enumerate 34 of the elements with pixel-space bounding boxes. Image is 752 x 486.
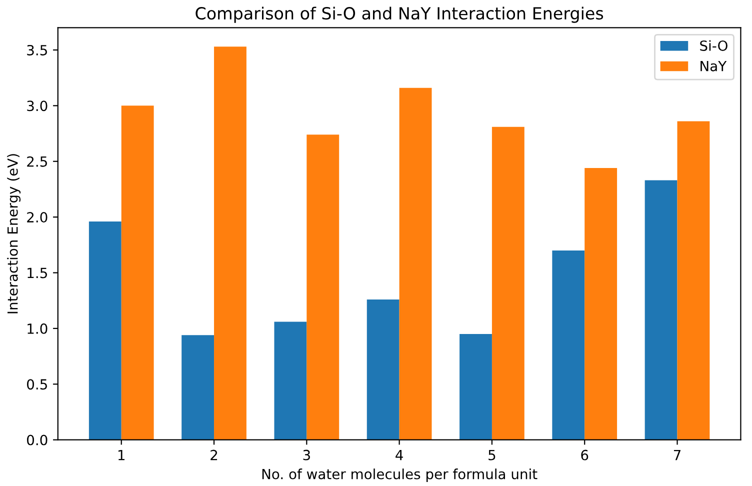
y-tick-label: 1.0	[28, 323, 48, 334]
bar	[644, 180, 678, 440]
y-tick-label: 2.0	[27, 212, 48, 223]
bar	[121, 106, 154, 440]
x-tick-label: 4	[396, 450, 403, 460]
bar	[306, 134, 340, 440]
legend-label: NaY	[700, 61, 727, 72]
y-tick-label: 0.5	[27, 379, 47, 390]
bar	[552, 250, 585, 440]
x-tick-label: 6	[581, 450, 588, 460]
y-tick-label: 1.5	[28, 268, 47, 278]
bar	[399, 88, 432, 440]
bar	[584, 168, 618, 440]
y-tick-label: 2.5	[27, 156, 47, 167]
y-axis-title: Interaction Energy (eV)	[7, 154, 21, 314]
x-tick-label: 2	[210, 450, 218, 460]
bar	[274, 322, 307, 440]
bar	[366, 299, 400, 440]
bar	[460, 334, 492, 440]
bar	[677, 121, 710, 440]
bar	[182, 335, 214, 440]
y-tick-label: 3.5	[27, 44, 47, 56]
x-tick-label: 1	[118, 450, 125, 460]
bar	[214, 46, 246, 440]
x-tick-label: 5	[488, 450, 496, 460]
x-axis-title: No. of water molecules per formula unit	[262, 468, 538, 482]
chart-title: Comparison of Si-O and NaY Interaction Energies	[196, 6, 604, 23]
y-tick-label: 3.0	[27, 100, 48, 112]
x-tick-label: 7	[674, 450, 680, 460]
x-tick-label: 3	[303, 450, 310, 460]
bar	[492, 126, 524, 440]
bar	[88, 222, 122, 440]
legend-label: Si-O	[700, 40, 728, 51]
y-tick-label: 0.0	[27, 434, 48, 446]
